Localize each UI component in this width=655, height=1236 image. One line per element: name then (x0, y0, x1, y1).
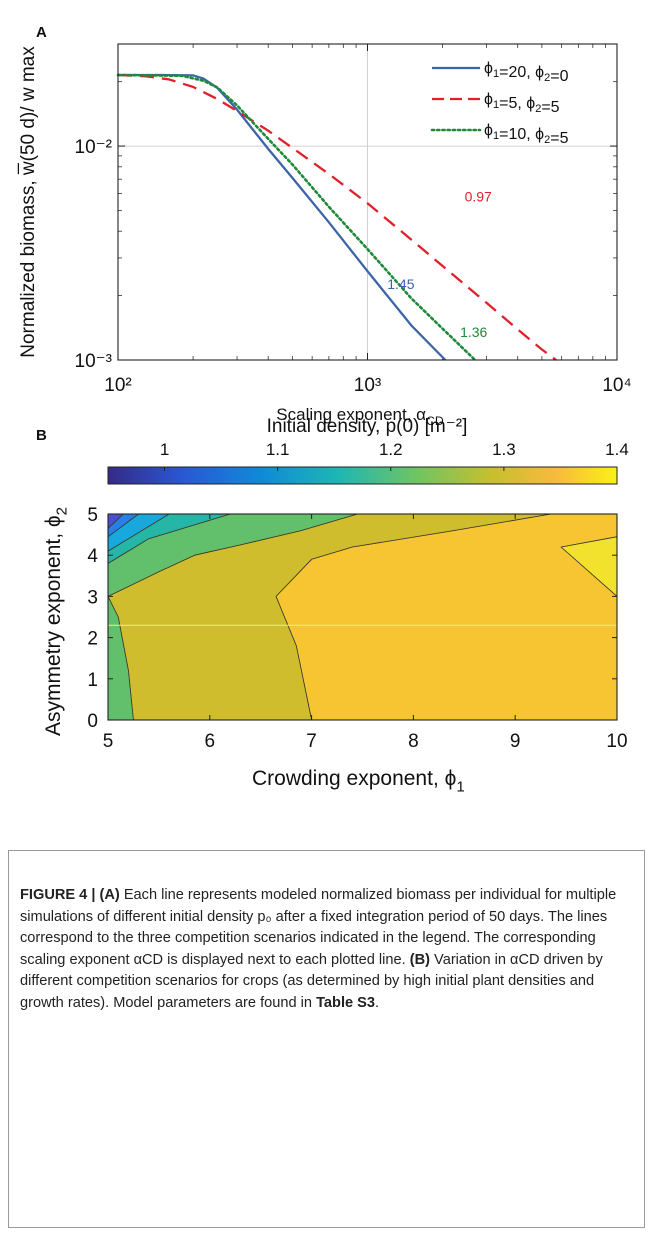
y-tick-label-b: 2 (87, 629, 98, 650)
colorbar-tick-label: 1.3 (492, 440, 516, 459)
colorbar-tick-label: 1.2 (379, 440, 403, 459)
colorbar-tick-label: 1.4 (605, 440, 629, 459)
y-axis-label-b: Asymmetry exponent, ϕ2 (42, 507, 70, 736)
series-line-2 (117, 73, 557, 361)
legend-label-3: ϕ1=10, ϕ2=5 (484, 122, 569, 147)
colorbar-tick-label: 1.1 (266, 440, 290, 459)
caption-text-3: . (375, 994, 380, 1011)
x-tick-label-b: 7 (306, 731, 317, 752)
x-tick-label: 10² (104, 375, 131, 396)
caption-a-label: (A) (99, 887, 120, 903)
x-tick-label-b: 10 (606, 731, 627, 752)
figure-caption: FIGURE 4 | (A) Each line represents mode… (20, 885, 640, 1015)
colorbar (107, 466, 618, 485)
x-tick-label-b: 9 (510, 731, 521, 752)
caption-text-2: Variation in αCD driven by different com… (20, 951, 603, 1011)
legend-label-2: ϕ1=5, ϕ2=5 (484, 91, 560, 116)
series-annotation-1: 1.45 (387, 276, 414, 292)
y-tick-label-b: 3 (87, 587, 98, 608)
caption-box (8, 850, 645, 1228)
caption-figure-label: FIGURE 4 | (20, 887, 100, 903)
x-tick-label-b: 5 (103, 731, 114, 752)
x-axis-label: Initial density, p(0) [m⁻²] (267, 416, 468, 437)
series-line-1 (118, 73, 447, 361)
x-tick-label: 10³ (354, 375, 381, 396)
panel-b-label: B (36, 427, 47, 444)
y-tick-label-b: 1 (87, 670, 98, 691)
series-line-3 (116, 73, 477, 362)
y-tick-label-b: 5 (87, 505, 98, 526)
x-tick-label-b: 8 (408, 731, 419, 752)
y-tick-label-b: 0 (87, 711, 98, 732)
y-tick-label: 10⁻³ (75, 351, 113, 372)
colorbar-label: Scaling exponent, αCD (276, 405, 444, 428)
panel-b-chart: 1 1.1 1.2 1.3 1.4 Scaling exponent, αCD 5 6 7 8 9 1… (42, 405, 629, 795)
y-tick-label-b: 4 (87, 546, 98, 567)
x-tick-label: 10⁴ (602, 375, 631, 396)
panel-a-label: A (36, 24, 47, 41)
colorbar-tick-label: 1 (160, 440, 169, 459)
caption-text-1: Each line represents modeled normalized … (20, 887, 617, 968)
y-axis-label: Normalized biomass, w̅(50 d)/ w max (18, 46, 39, 358)
x-axis-label-b: Crowding exponent, ϕ1 (252, 767, 465, 795)
y-tick-label: 10⁻² (75, 137, 113, 158)
series-annotation-2: 0.97 (465, 189, 492, 205)
plot-frame-b (107, 513, 618, 721)
legend-label-1: ϕ1=20, ϕ2=0 (484, 60, 569, 85)
caption-table-ref: Table S3 (316, 994, 376, 1011)
x-tick-label-b: 6 (205, 731, 216, 752)
series-annotation-3: 1.36 (460, 324, 487, 340)
plot-frame-a (117, 43, 618, 361)
caption-b-label: (B) (409, 951, 430, 968)
panel-a-chart: 1.45 0.97 1.36 ϕ1=20, ϕ2=0 ϕ1=5, ϕ2=5 ϕ1=10, … (18, 43, 632, 437)
